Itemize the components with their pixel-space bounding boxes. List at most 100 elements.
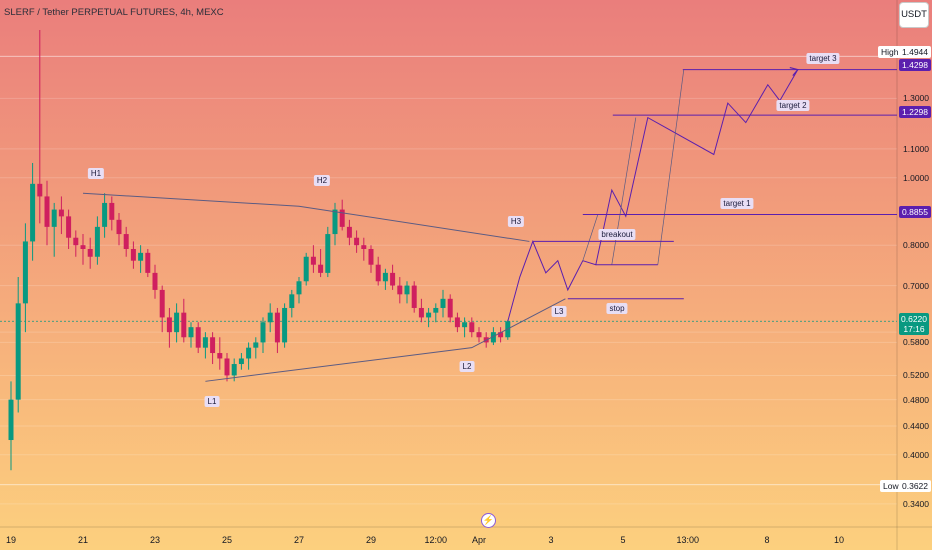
lightning-icon[interactable]: ⚡: [481, 513, 496, 528]
candle: [411, 285, 417, 308]
projected-path: [507, 69, 799, 322]
candle: [231, 364, 237, 376]
candle: [310, 256, 316, 265]
low-label: Low: [880, 480, 902, 492]
candle: [454, 317, 460, 328]
price-tick: 0.3400: [903, 498, 929, 509]
candle: [339, 209, 345, 227]
candle: [253, 342, 259, 348]
arrow-head: [789, 66, 799, 76]
candle: [58, 209, 64, 217]
candle: [274, 312, 280, 343]
candle: [440, 298, 446, 308]
currency-button[interactable]: USDT: [899, 2, 929, 28]
candle: [318, 264, 324, 273]
candle: [289, 294, 295, 308]
candle: [260, 322, 266, 343]
candle: [238, 358, 244, 365]
candle: [30, 183, 36, 242]
last-price-tag: 0.6220 17:16: [899, 313, 929, 335]
candle: [404, 285, 410, 295]
candle: [426, 312, 432, 318]
candle: [102, 202, 108, 227]
candle: [217, 353, 223, 359]
lower-trendline: [205, 298, 566, 382]
target2-price-tag: 1.2298: [899, 106, 931, 118]
last-price: 0.6220: [901, 314, 927, 324]
label-l1: L1: [204, 396, 220, 407]
candle: [332, 209, 338, 235]
symbol-title: SLERF / Tether PERPETUAL FUTURES, 4h, ME…: [4, 7, 224, 18]
label-breakout: breakout: [598, 229, 636, 240]
price-tick: 0.5800: [903, 337, 929, 348]
candle: [145, 252, 151, 273]
candle: [346, 226, 352, 238]
guide-line: [582, 214, 599, 261]
label-h1: H1: [87, 168, 105, 179]
candle: [361, 245, 367, 249]
candle: [296, 281, 302, 295]
price-tick: 0.7000: [903, 280, 929, 291]
candle: [152, 272, 158, 290]
label-l3: L3: [551, 306, 567, 317]
candle: [433, 307, 439, 313]
candle: [87, 248, 93, 257]
time-tick: 12:00: [424, 535, 448, 545]
time-tick: Apr: [471, 535, 487, 545]
time-tick: 13:00: [676, 535, 700, 545]
candle: [382, 272, 388, 282]
candle: [66, 216, 72, 238]
time-tick: 10: [833, 535, 845, 545]
time-tick: 27: [293, 535, 305, 545]
time-tick: 5: [620, 535, 626, 545]
time-tick: 19: [5, 535, 17, 545]
candle: [354, 237, 360, 246]
price-tick: 1.0000: [903, 172, 929, 183]
candle: [130, 248, 136, 261]
guide-line: [657, 69, 685, 265]
candle: [447, 298, 453, 318]
candle: [22, 241, 28, 304]
candle: [188, 327, 194, 338]
guide-line: [611, 117, 637, 265]
price-tick: 0.8000: [903, 240, 929, 251]
label-l2: L2: [459, 361, 475, 372]
candle: [210, 337, 216, 354]
label-h2: H2: [313, 175, 331, 186]
candle: [109, 202, 115, 220]
candle: [246, 347, 252, 359]
candle: [282, 307, 288, 343]
candle: [116, 219, 122, 235]
price-tick: 0.4000: [903, 449, 929, 460]
candle: [8, 399, 14, 441]
target3-price-tag: 1.4298: [899, 59, 931, 71]
high-label: High: [878, 46, 902, 58]
high-value: 1.4944: [899, 46, 931, 58]
candle: [138, 252, 144, 261]
price-tick: 0.5200: [903, 370, 929, 381]
candle: [325, 234, 331, 273]
candle: [80, 245, 86, 249]
time-tick: 29: [365, 535, 377, 545]
candle: [490, 332, 496, 343]
time-tick: 8: [764, 535, 770, 545]
candle: [397, 285, 403, 295]
bar-countdown: 17:16: [903, 324, 925, 334]
price-tick: 1.3000: [903, 93, 929, 104]
candle: [224, 358, 230, 376]
candle: [195, 327, 201, 348]
candle: [159, 289, 165, 318]
label-target-2: target 2: [776, 100, 810, 111]
target1-price-tag: 0.8855: [899, 206, 931, 218]
time-tick: 21: [77, 535, 89, 545]
low-value: 0.3622: [899, 480, 931, 492]
label-stop: stop: [606, 303, 628, 314]
candle: [267, 312, 273, 323]
candle: [94, 226, 100, 257]
candle: [73, 237, 79, 246]
candle: [166, 317, 172, 333]
candle: [390, 272, 396, 286]
time-tick: 3: [548, 535, 554, 545]
